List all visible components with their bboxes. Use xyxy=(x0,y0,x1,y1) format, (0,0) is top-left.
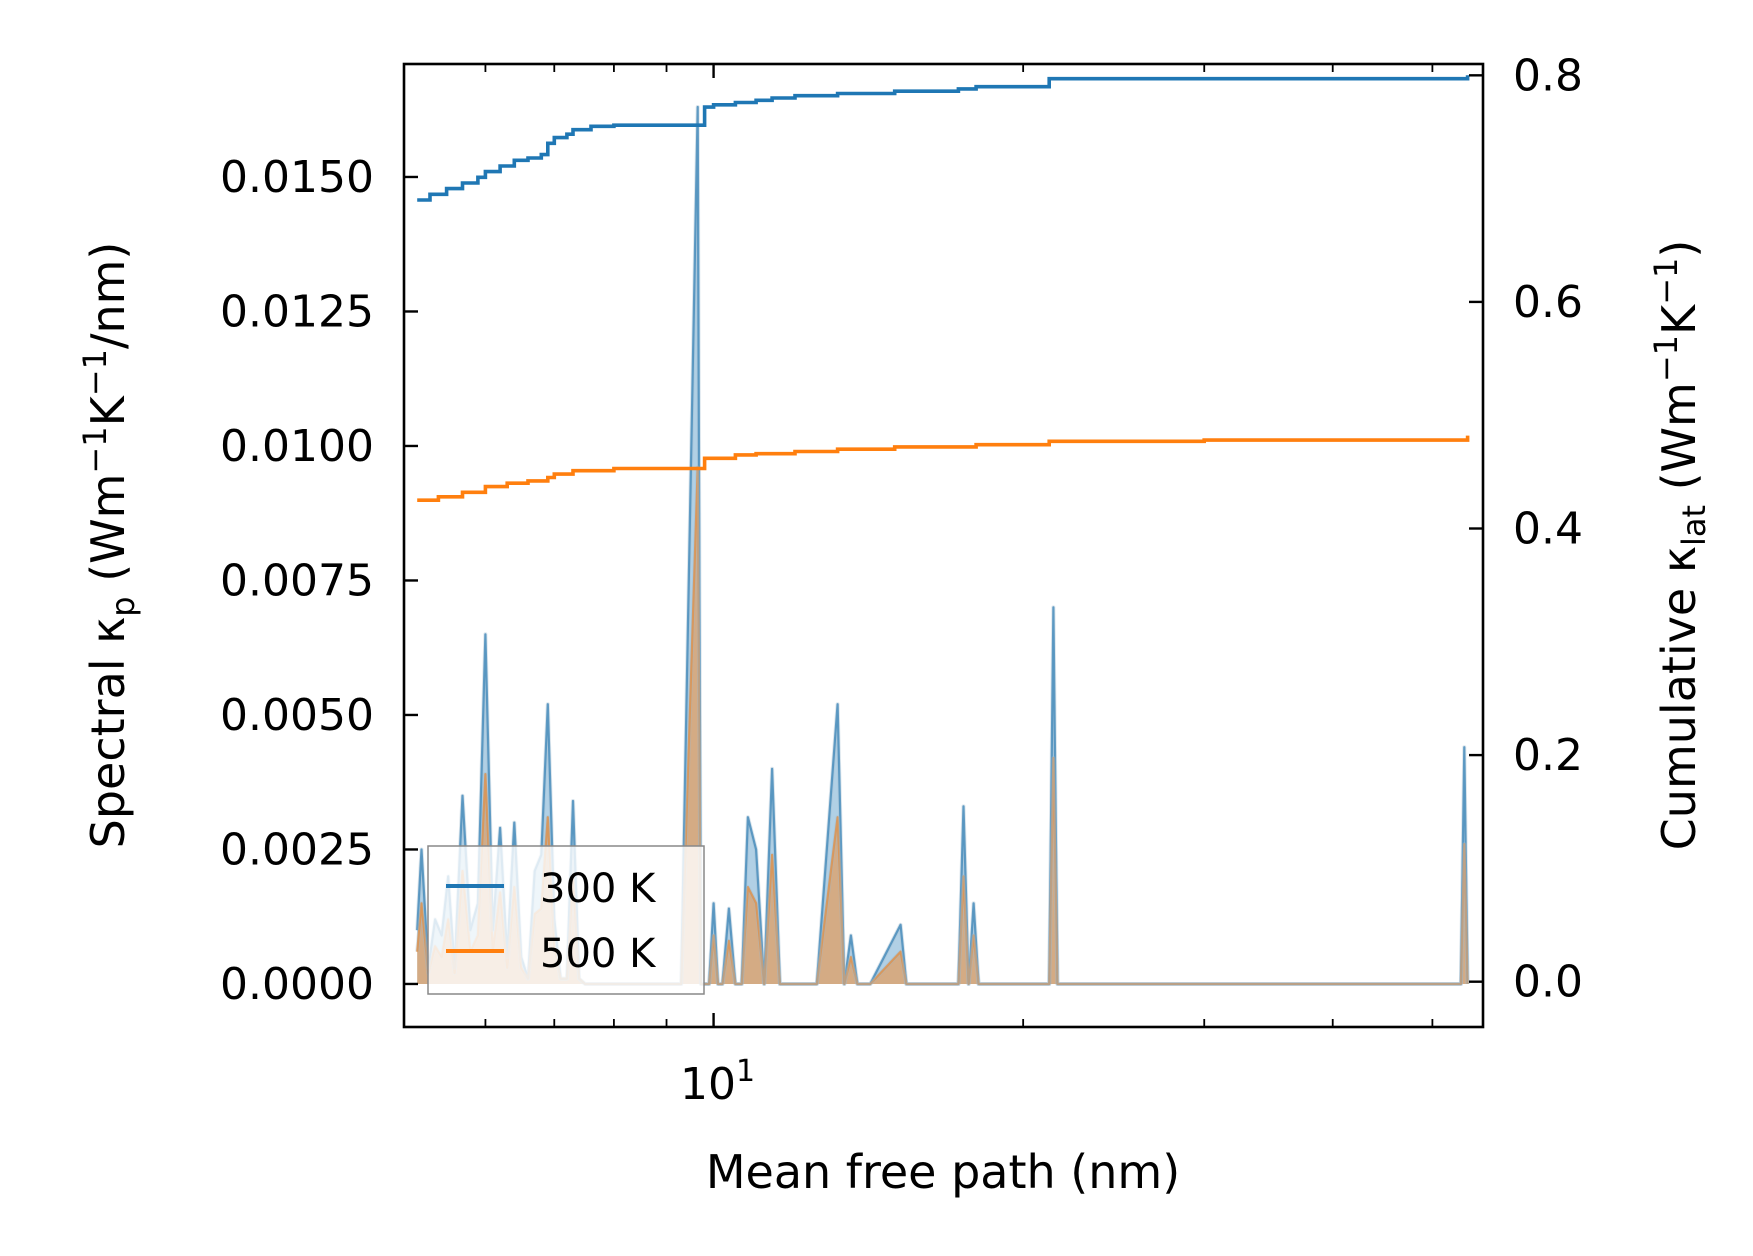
cumulative-lines xyxy=(417,75,1470,502)
y-right-tick-label: 0.6 xyxy=(1513,277,1583,328)
legend: 300 K 500 K xyxy=(427,845,705,995)
x-axis-title: Mean free path (nm) xyxy=(706,1145,1180,1199)
y-right-tick-label: 0.4 xyxy=(1513,504,1583,555)
y-axis-title-right: Cumulative κlat (Wm−1K−1) xyxy=(1647,240,1713,851)
legend-label-500k: 500 K xyxy=(540,931,657,977)
y-left-tick-label: 0.0150 xyxy=(220,152,374,203)
y-left-tick-label: 0.0125 xyxy=(220,286,374,337)
cumulative-line-300k xyxy=(417,75,1470,202)
y-left-tick-label: 0.0000 xyxy=(220,959,374,1010)
y-left-tick-label: 0.0025 xyxy=(220,824,374,875)
y-axis-title-left: Spectral κp (Wm−1K−1/nm) xyxy=(76,242,142,849)
y-left-tick-label: 0.0075 xyxy=(220,555,374,606)
axis-ticks xyxy=(403,64,1483,1027)
x-tick-label-10: 101 xyxy=(680,1054,755,1110)
y-left-tick-label: 0.0050 xyxy=(220,690,374,741)
y-right-tick-label: 0.8 xyxy=(1513,50,1583,101)
axis-tick-labels: 0.0000 0.0025 0.0050 0.0075 0.0100 0.0125 0.01… xyxy=(220,50,1583,1010)
y-right-tick-label: 0.2 xyxy=(1513,730,1583,781)
y-left-tick-label: 0.0100 xyxy=(220,421,374,472)
legend-label-300k: 300 K xyxy=(540,866,657,912)
y-right-tick-label: 0.0 xyxy=(1513,957,1583,1008)
cumulative-line-500k xyxy=(417,435,1470,502)
plot-frame xyxy=(402,62,1485,1029)
legend-box xyxy=(427,845,705,995)
